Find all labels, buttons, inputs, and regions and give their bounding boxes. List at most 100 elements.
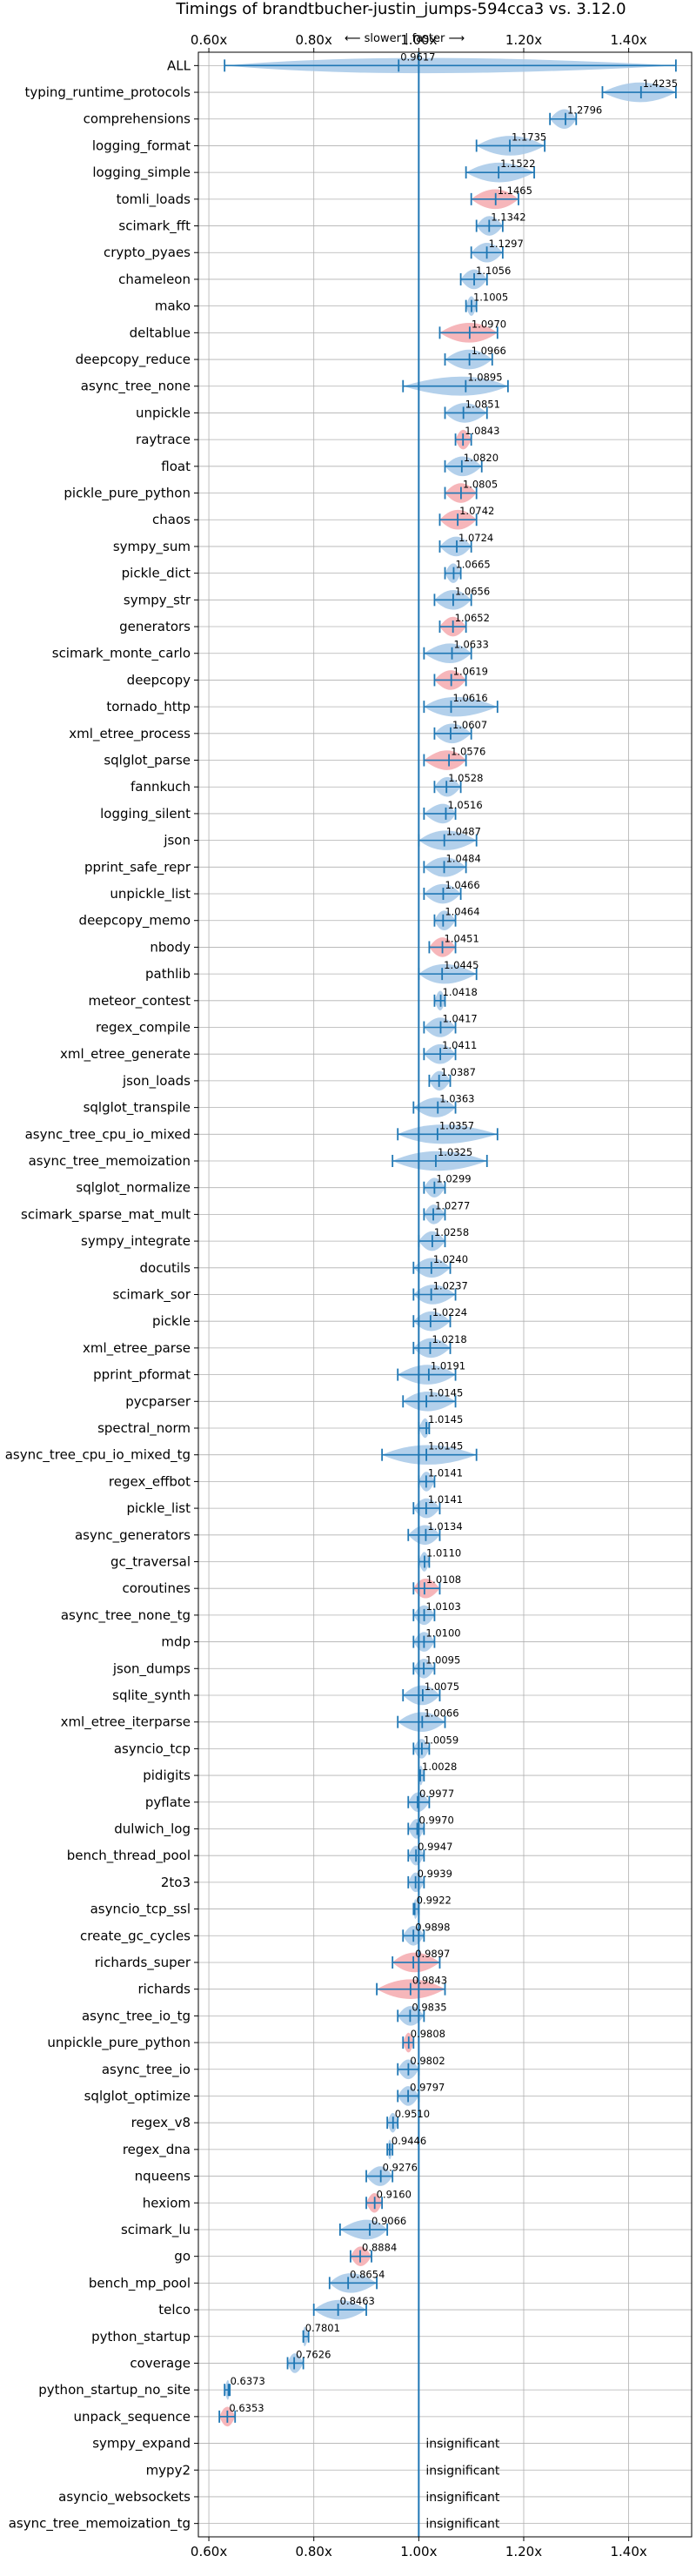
benchmark-name: async_tree_cpu_io_mixed_tg [5,1447,191,1464]
value-label: 1.4235 [643,77,678,90]
benchmark-name: pickle_list [126,1500,191,1517]
x-tick-label-bottom: 0.80x [296,2544,332,2559]
value-label: 1.0656 [455,585,490,597]
benchmark-name: logging_simple [92,164,191,181]
benchmark-name: async_tree_none_tg [61,1607,191,1624]
value-label: 1.0277 [435,1199,470,1211]
benchmark-name: xml_etree_process [69,726,191,742]
value-label: 1.0616 [452,692,487,704]
benchmark-name: async_tree_memoization_tg [9,2516,191,2532]
benchmark-name: deltablue [130,325,191,340]
benchmark-name: richards [137,1982,191,1997]
benchmark-name: pycparser [125,1393,191,1409]
benchmark-name: meteor_contest [88,993,191,1010]
benchmark-name: pyflate [145,1794,191,1810]
benchmark-name: dulwich_log [114,1821,191,1837]
value-label: 1.0464 [445,906,479,918]
benchmark-name: nbody [150,939,191,955]
value-label: 1.0417 [442,1013,477,1025]
value-label: 0.9276 [383,2162,418,2174]
value-label: 0.9066 [371,2215,406,2227]
benchmark-name: unpickle_pure_python [47,2035,191,2051]
value-label: 1.0357 [439,1119,474,1131]
value-label: 1.0108 [426,1573,461,1586]
benchmark-name: coroutines [122,1580,191,1596]
value-label: 1.0484 [446,852,481,864]
benchmark-name: pprint_pformat [93,1367,191,1384]
axis-layer: 0.60x 0.60x 0.80x 0.80x 1.00x 1.00x 1.20x 1.20x… [5,32,693,2559]
benchmark-name: generators [119,619,191,634]
value-label: 0.9947 [418,1841,452,1853]
value-label: 1.0141 [428,1493,463,1506]
benchmark-name: json_dumps [112,1660,191,1677]
x-tick-label-bottom: 0.60x [191,2544,227,2559]
value-label: 0.8884 [362,2242,397,2254]
value-label: 1.2796 [567,104,602,117]
benchmark-name: scimark_sor [112,1287,191,1304]
benchmark-name: gc_traversal [110,1553,191,1570]
value-label: 0.9922 [417,1895,452,1907]
value-label: 1.0820 [464,452,499,464]
value-label: 1.0224 [432,1306,467,1318]
value-label: 1.0141 [428,1466,463,1479]
benchmark-name: bench_thread_pool [67,1848,191,1864]
benchmark-name: sqlglot_parse [104,753,191,769]
value-label: 0.9446 [392,2135,426,2147]
violin-layer [218,57,677,2427]
benchmark-name: 2to3 [161,1875,191,1890]
grid-layer [198,52,692,2537]
x-tick-label-top: 1.00x [400,32,437,48]
benchmark-name: pickle [152,1313,191,1329]
value-label: 0.9898 [415,1921,450,1933]
value-label: 0.9835 [412,2001,446,2013]
benchmark-name: async_tree_cpu_io_mixed [25,1126,191,1143]
value-label: 1.0145 [428,1386,463,1399]
value-label: 1.0665 [455,559,490,571]
value-label: 1.0411 [442,1039,477,1051]
value-label: 0.9977 [419,1788,454,1800]
value-label: 1.0145 [428,1440,463,1452]
benchmark-name: sqlite_synth [112,1687,191,1704]
benchmark-name: hexiom [143,2195,191,2210]
value-label: 1.0237 [433,1280,468,1292]
benchmark-name: regex_compile [96,1020,191,1036]
benchmark-name: nqueens [135,2169,191,2184]
benchmark-name: bench_mp_pool [89,2275,191,2291]
value-label: 0.9970 [419,1814,454,1826]
value-label: 1.0805 [463,479,498,491]
benchmark-name: fannkuch [130,779,191,795]
x-tick-label-bottom: 1.20x [505,2544,542,2559]
value-label: 1.0095 [425,1654,460,1666]
value-label: 0.9843 [412,1975,447,1987]
value-label: 1.0466 [445,879,479,891]
benchmark-name: xml_etree_iterparse [61,1714,191,1731]
benchmark-name: async_tree_memoization [29,1153,191,1170]
benchmark-name: sympy_expand [92,2436,191,2452]
value-label: 1.0059 [424,1734,458,1746]
chart-title: Timings of brandtbucher-justin_jumps-594… [175,0,626,18]
value-label: 1.0325 [438,1146,472,1158]
insignificant-label: insignificant [425,2438,500,2452]
value-label: 1.0028 [422,1761,457,1773]
value-label: 1.0445 [444,959,478,971]
value-label: 1.0487 [446,826,481,838]
value-label: 1.1522 [500,158,535,170]
value-label: 1.0843 [465,425,499,437]
value-label: 1.0851 [465,398,500,410]
value-label: 1.1465 [498,184,532,197]
benchmark-name: richards_super [95,1955,191,1971]
benchmark-name: python_startup [91,2329,191,2345]
benchmark-name: deepcopy_reduce [76,352,191,368]
benchmark-name: asyncio_tcp [114,1741,191,1757]
value-label: 1.0191 [431,1360,465,1372]
label-layer: 0.9617 1.4235 1.2796 1.1735 1.1522 1.1465 1.13… [229,50,678,2531]
value-label: 1.0100 [425,1627,460,1640]
benchmark-name: unpickle [136,405,191,420]
value-label: 1.0619 [453,665,488,677]
benchmark-name: async_tree_io [102,2062,191,2078]
benchmark-name: comprehensions [84,111,191,127]
benchmark-name: mako [155,299,191,314]
benchmark-name: asyncio_websockets [58,2489,191,2506]
benchmark-name: asyncio_tcp_ssl [90,1902,191,1918]
x-tick-label-top: 1.20x [505,32,542,48]
